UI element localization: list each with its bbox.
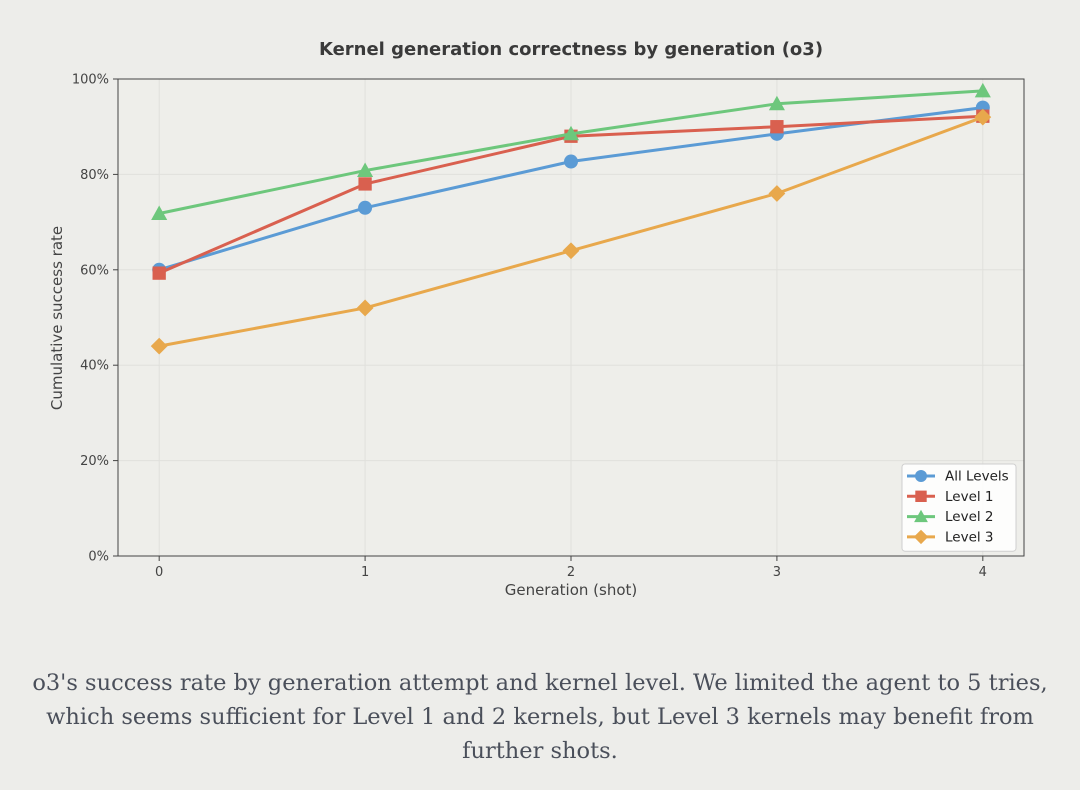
legend-marker-level-1 [915,490,927,502]
y-tick-label-3: 60% [80,263,109,278]
x-tick-label-3: 3 [773,565,781,580]
x-axis-label: Generation (shot) [505,581,638,599]
y-tick-label-2: 40% [80,359,109,374]
legend-marker-level-3 [913,529,929,545]
data-point-level-3-4 [974,108,992,126]
x-tick-label-4: 4 [979,565,987,580]
chart-title: Kernel generation correctness by generat… [319,39,823,60]
legend-item-level-1: Level 1 [907,489,994,505]
data-point-level-2-4 [974,82,991,98]
y-tick-label-0: 0% [88,550,109,565]
y-axis-label: Cumulative success rate [48,226,66,410]
chart: Kernel generation correctness by generat… [48,39,1025,599]
data-point-level-3-2 [562,242,580,260]
x-tick-label-2: 2 [567,565,575,580]
data-point-level-2-2 [562,125,580,141]
plot-area: 0% 20% 40% 60% 80% 100% 0 1 2 3 4 [72,73,1025,580]
series-level-3 [150,108,992,355]
legend-label-all-levels: All Levels [945,469,1009,485]
data-point-all-levels-1 [358,200,373,215]
data-point-level-3-0 [150,337,168,355]
y-tick-label-4: 80% [80,168,109,183]
legend: All Levels Level 1 Level 2 Level 3 [901,463,1017,552]
legend-marker-all-levels [915,470,927,482]
y-tick-label-1: 20% [80,454,109,469]
data-point-level-1-3 [770,120,784,134]
legend-label-level-1: Level 1 [945,489,994,505]
data-point-level-2-1 [357,162,374,178]
legend-item-level-2: Level 2 [907,509,994,525]
data-point-level-2-3 [768,95,785,111]
x-tick-label-0: 0 [155,565,163,580]
data-point-level-3-1 [356,299,374,317]
data-point-level-1-0 [152,266,166,280]
legend-item-all-levels: All Levels [907,469,1009,485]
y-tick-label-5: 100% [72,73,109,88]
legend-box [901,463,1017,552]
data-point-all-levels-2 [564,154,578,169]
data-point-level-3-3 [768,185,786,202]
legend-label-level-2: Level 2 [945,509,994,525]
figure-caption: o3's success rate by generation attempt … [32,670,1048,764]
data-point-level-1-1 [358,177,372,191]
series-level-2 [151,82,991,220]
legend-label-level-3: Level 3 [945,529,994,545]
legend-marker-level-2 [914,509,928,523]
data-point-level-2-0 [151,205,168,220]
legend-item-level-3: Level 3 [907,529,994,545]
x-tick-label-1: 1 [361,565,369,580]
